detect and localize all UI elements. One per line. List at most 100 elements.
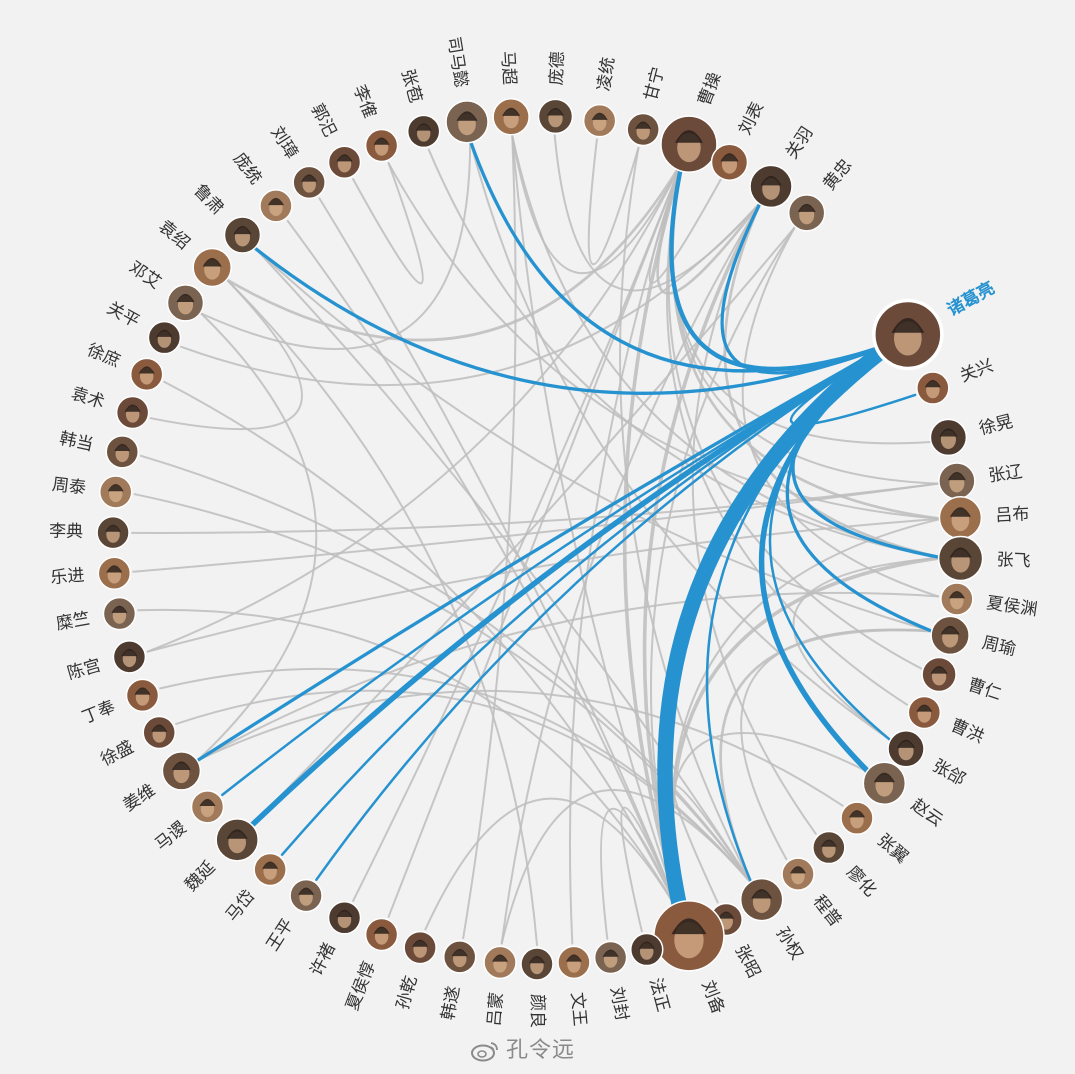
node-庞德[interactable] [537, 98, 574, 135]
link-刘备-孙乾[interactable] [424, 797, 684, 931]
node-凌统[interactable] [582, 103, 617, 138]
link-诸葛亮-马岱[interactable] [280, 342, 893, 856]
node-李傕[interactable] [364, 128, 399, 163]
node-丁奉[interactable] [125, 678, 160, 713]
node-吕蒙[interactable] [483, 945, 517, 980]
link-周瑜-鲁肃[interactable] [254, 247, 933, 633]
link-刘备-糜竺[interactable] [137, 608, 684, 920]
node-刘封[interactable] [593, 940, 628, 975]
link-诸葛亮-魏延[interactable] [247, 340, 894, 830]
link-曹操-陈宫[interactable] [146, 160, 684, 653]
node-徐晃[interactable] [929, 418, 968, 457]
link-曹操-刘表[interactable] [648, 160, 722, 285]
link-姜维-张翼[interactable] [196, 689, 844, 807]
link-张辽-李典[interactable] [131, 482, 940, 534]
node-徐盛[interactable] [142, 715, 176, 750]
link-魏延-黄忠[interactable] [249, 226, 796, 828]
link-刘备-刘封[interactable] [600, 807, 684, 940]
link-司马懿-邓艾[interactable] [200, 139, 472, 350]
link-曹操-关羽[interactable] [656, 160, 762, 295]
node-陈宫[interactable] [112, 640, 147, 674]
node-颜良[interactable] [520, 947, 554, 981]
link-甘宁-凌统[interactable] [587, 138, 640, 266]
node-张郃[interactable] [887, 730, 925, 768]
link-诸葛亮-刘备[interactable] [657, 336, 899, 926]
node-夏侯惇[interactable] [364, 917, 399, 952]
node-关羽[interactable] [749, 164, 793, 209]
node-许褚[interactable] [327, 901, 362, 935]
link-关羽-廖化[interactable] [691, 201, 817, 835]
node-王平[interactable] [289, 878, 323, 913]
node-吕布[interactable] [938, 496, 983, 540]
node-邓艾[interactable] [166, 284, 205, 322]
link-袁绍-袁术[interactable] [149, 278, 303, 430]
link-张飞-张苞[interactable] [427, 148, 943, 559]
node-周瑜[interactable] [930, 615, 970, 656]
node-刘璋[interactable] [292, 165, 326, 200]
link-孙权-丁奉[interactable] [159, 667, 753, 885]
node-张苞[interactable] [406, 114, 441, 149]
node-甘宁[interactable] [626, 112, 660, 147]
node-曹仁[interactable] [921, 656, 957, 693]
node-曹洪[interactable] [907, 695, 942, 730]
node-诸葛亮[interactable] [872, 298, 944, 371]
node-廖化[interactable] [812, 830, 846, 865]
link-孙权-张昭[interactable] [672, 784, 753, 904]
node-袁绍[interactable] [192, 247, 232, 288]
node-法正[interactable] [629, 932, 664, 967]
link-诸葛亮-司马懿[interactable] [468, 138, 893, 373]
node-韩当[interactable] [105, 435, 140, 469]
node-孙乾[interactable] [403, 930, 437, 965]
node-张翼[interactable] [840, 801, 874, 835]
link-诸葛亮-鲁肃[interactable] [254, 247, 893, 395]
node-张辽[interactable] [938, 462, 976, 500]
node-文王[interactable] [557, 945, 591, 980]
link-曹操-曹仁[interactable] [667, 160, 923, 670]
node-关平[interactable] [147, 320, 182, 355]
node-关兴[interactable] [916, 371, 950, 405]
node-曹操[interactable] [660, 115, 718, 173]
node-刘表[interactable] [710, 143, 749, 181]
node-郭汜[interactable] [327, 145, 362, 179]
link-孙权-鲁肃[interactable] [254, 247, 753, 885]
link-张辽-乐进[interactable] [132, 482, 940, 573]
link-吕布-李傕[interactable] [387, 162, 943, 520]
link-孙权-徐盛[interactable] [175, 689, 753, 885]
node-马谡[interactable] [190, 790, 225, 824]
node-乐进[interactable] [97, 556, 132, 591]
link-诸葛亮-马谡[interactable] [221, 342, 893, 797]
link-诸葛亮-王平[interactable] [315, 342, 893, 881]
node-赵云[interactable] [862, 761, 907, 805]
link-司马懿-张郃[interactable] [469, 139, 891, 741]
node-刘备[interactable] [653, 900, 725, 972]
link-关羽-吕蒙[interactable] [500, 201, 762, 945]
node-庞统[interactable] [259, 189, 293, 223]
link-孙权-吕蒙[interactable] [500, 789, 753, 945]
link-张飞-马超[interactable] [511, 134, 943, 559]
link-曹操-文王[interactable] [568, 160, 684, 945]
node-鲁肃[interactable] [223, 216, 262, 254]
node-夏侯渊[interactable] [940, 582, 974, 616]
link-马超-韩遂[interactable] [462, 134, 517, 940]
link-姜维-夏侯渊[interactable] [196, 591, 940, 762]
node-司马懿[interactable] [445, 100, 489, 144]
node-张飞[interactable] [937, 535, 984, 582]
node-徐庶[interactable] [129, 357, 164, 392]
node-马超[interactable] [492, 98, 530, 136]
node-袁术[interactable] [115, 395, 150, 430]
link-袁绍-颜良[interactable] [225, 278, 538, 946]
link-孙权-甘宁[interactable] [619, 146, 753, 885]
link-诸葛亮-孙权[interactable] [705, 342, 893, 885]
link-曹操-袁绍[interactable] [225, 160, 684, 342]
link-曹操-马超[interactable] [511, 134, 684, 275]
node-孙权[interactable] [739, 877, 784, 922]
link-黄忠-夏侯渊[interactable] [741, 226, 940, 598]
link-刘备-关羽[interactable] [642, 200, 763, 920]
link-诸葛亮-关兴[interactable] [789, 342, 917, 426]
link-孙权-周泰[interactable] [133, 493, 753, 885]
node-马岱[interactable] [253, 852, 287, 887]
link-刘备-法正[interactable] [620, 806, 684, 933]
node-程普[interactable] [781, 857, 815, 891]
link-曹操-夏侯惇[interactable] [387, 160, 684, 918]
link-周瑜-程普[interactable] [740, 628, 933, 861]
